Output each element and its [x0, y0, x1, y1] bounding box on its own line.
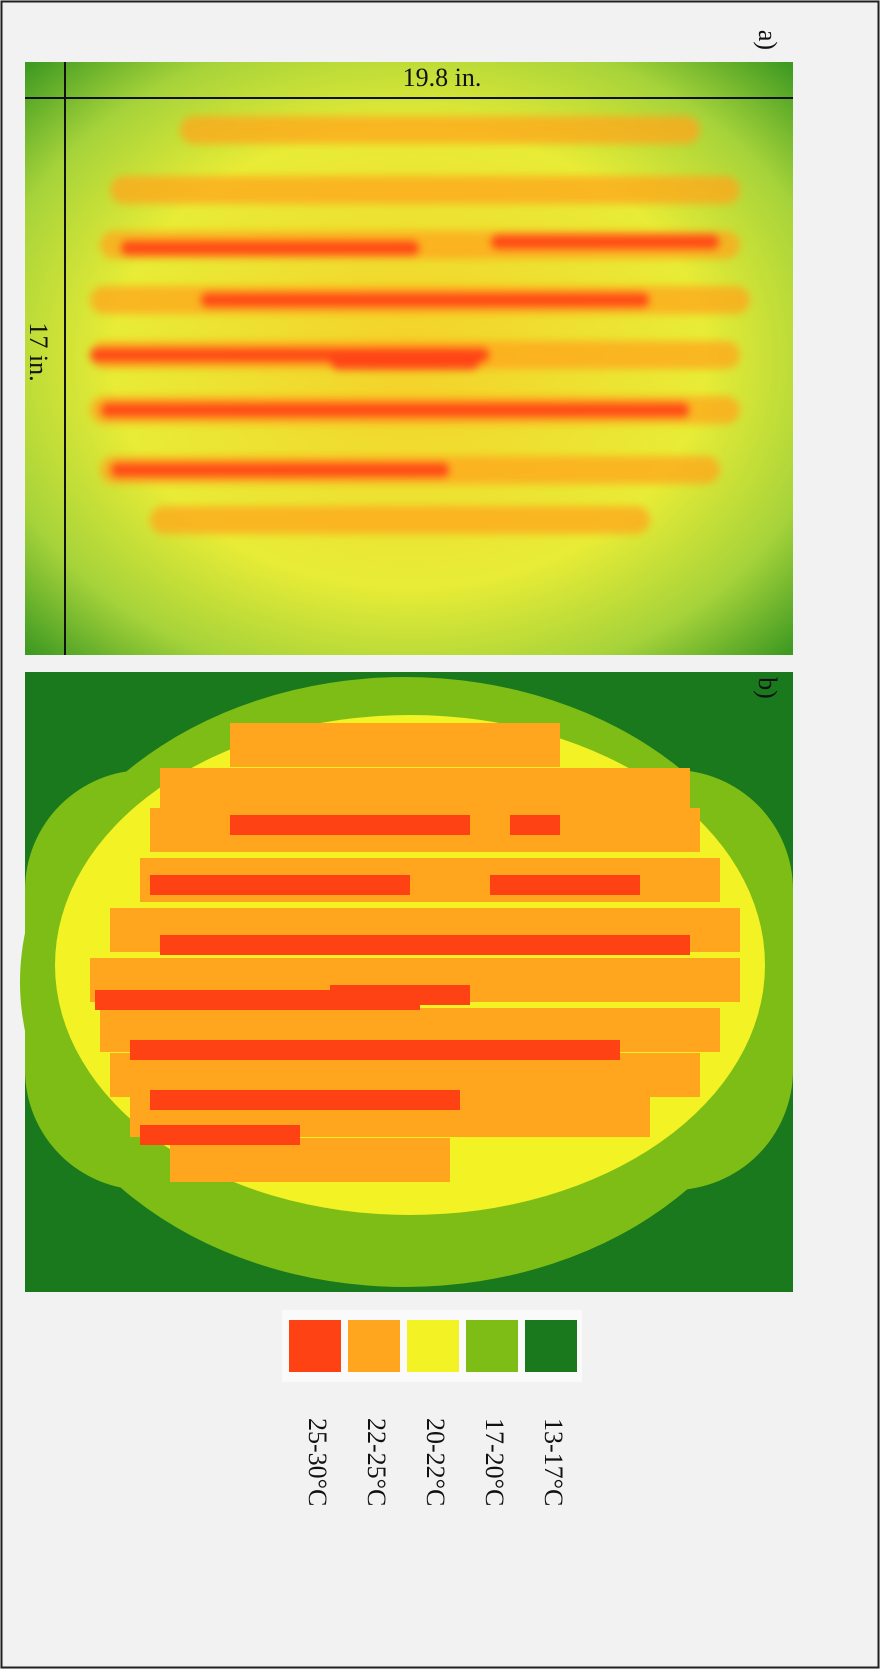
hot-stripe: [110, 462, 450, 478]
legend-label: 20-22°C: [421, 1418, 450, 1506]
legend-swatch: [525, 1320, 577, 1372]
class-region: [490, 875, 640, 895]
warm-band: [110, 176, 740, 204]
class-region: [330, 985, 470, 1005]
figure: a) 19.8 in. 17 in. b) 25-30°C 22-25°C 20-2…: [0, 0, 880, 1669]
class-region: [160, 768, 690, 812]
class-region: [160, 935, 690, 955]
panel-a: a) 19.8 in. 17 in.: [24, 30, 793, 655]
legend-label: 13-17°C: [539, 1418, 568, 1506]
width-label: 19.8 in.: [403, 63, 482, 92]
legend-swatch: [289, 1320, 341, 1372]
class-region: [230, 723, 560, 767]
class-region: [230, 815, 470, 835]
hot-stripe: [100, 402, 690, 418]
class-region: [150, 875, 410, 895]
legend-swatch: [407, 1320, 459, 1372]
panel-b: b): [20, 672, 793, 1292]
class-region: [150, 1090, 460, 1110]
panel-label: b): [753, 677, 782, 699]
warm-band: [180, 116, 700, 144]
height-label: 17 in.: [24, 322, 53, 381]
hot-stripe: [120, 240, 420, 256]
hot-stripe: [490, 234, 720, 250]
class-region: [140, 1125, 300, 1145]
legend-label: 22-25°C: [362, 1418, 391, 1506]
class-region: [510, 815, 560, 835]
legend-label: 17-20°C: [480, 1418, 509, 1506]
class-region: [130, 1040, 620, 1060]
hot-stripe: [200, 292, 650, 308]
hot-stripe: [330, 354, 480, 370]
legend-label: 25-30°C: [303, 1418, 332, 1506]
legend-swatch: [466, 1320, 518, 1372]
panel-label: a): [753, 30, 782, 50]
warm-band: [150, 506, 650, 534]
legend-swatch: [348, 1320, 400, 1372]
